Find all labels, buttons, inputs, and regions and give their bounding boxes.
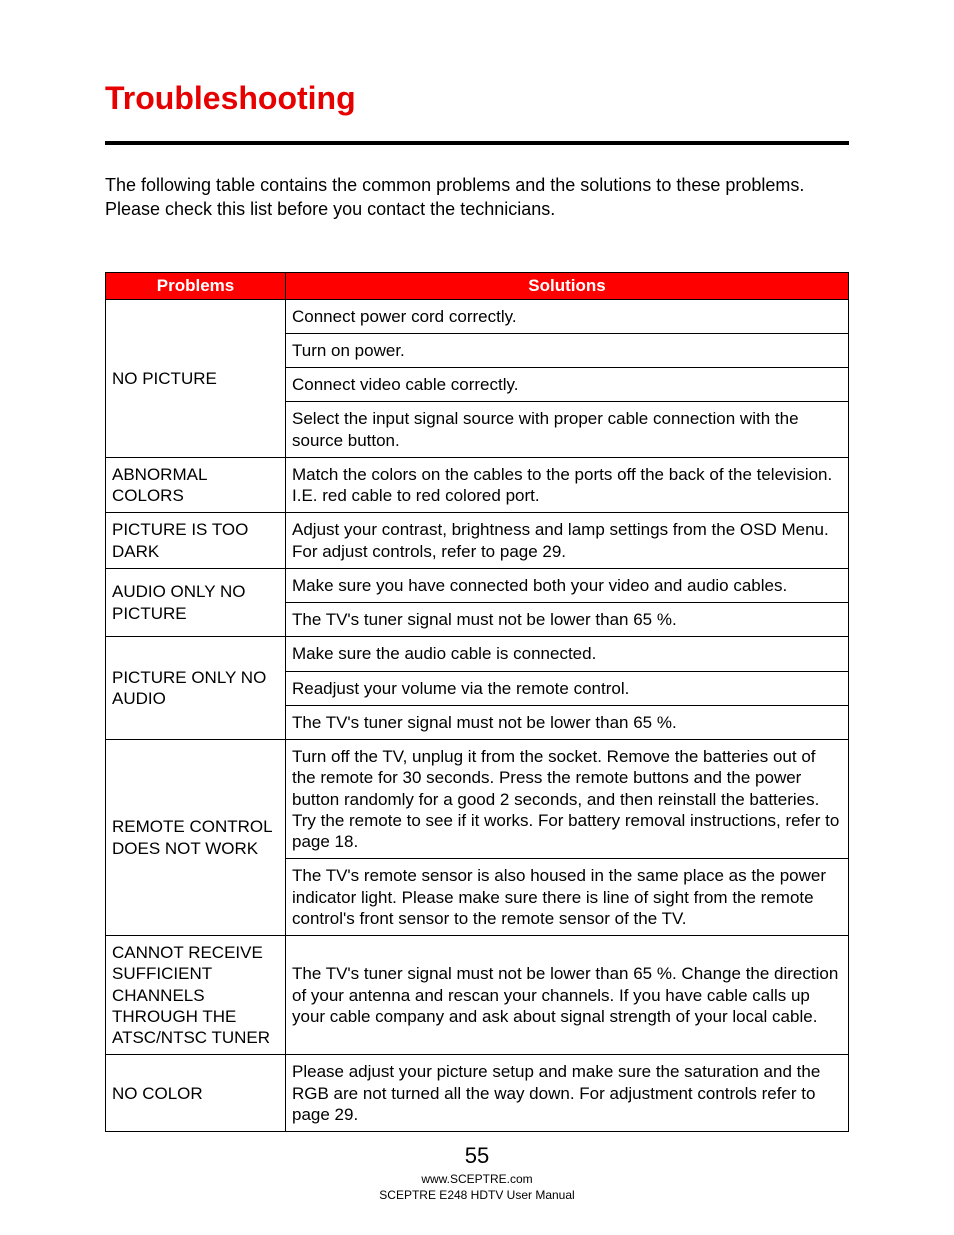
problem-cell: REMOTE CONTROL DOES NOT WORK — [106, 740, 286, 936]
intro-paragraph: The following table contains the common … — [105, 173, 849, 222]
solution-cell: Select the input signal source with prop… — [286, 402, 849, 458]
solution-cell: Make sure you have connected both your v… — [286, 568, 849, 602]
table-row: REMOTE CONTROL DOES NOT WORKTurn off the… — [106, 740, 849, 859]
table-row: ABNORMAL COLORSMatch the colors on the c… — [106, 457, 849, 513]
table-row: NO COLORPlease adjust your picture setup… — [106, 1055, 849, 1132]
solution-cell: Match the colors on the cables to the po… — [286, 457, 849, 513]
title-rule — [105, 141, 849, 145]
col-header-problems: Problems — [106, 272, 286, 299]
solution-cell: The TV's tuner signal must not be lower … — [286, 936, 849, 1055]
solution-cell: Turn off the TV, unplug it from the sock… — [286, 740, 849, 859]
footer-manual: SCEPTRE E248 HDTV User Manual — [0, 1187, 954, 1203]
problem-cell: PICTURE ONLY NO AUDIO — [106, 637, 286, 740]
solution-cell: Turn on power. — [286, 333, 849, 367]
solution-cell: The TV's tuner signal must not be lower … — [286, 603, 849, 637]
solution-cell: The TV's remote sensor is also housed in… — [286, 859, 849, 936]
solution-cell: The TV's tuner signal must not be lower … — [286, 705, 849, 739]
solution-cell: Please adjust your picture setup and mak… — [286, 1055, 849, 1132]
solution-cell: Connect power cord correctly. — [286, 299, 849, 333]
solution-cell: Connect video cable correctly. — [286, 368, 849, 402]
table-row: PICTURE IS TOO DARKAdjust your contrast,… — [106, 513, 849, 569]
problem-cell: PICTURE IS TOO DARK — [106, 513, 286, 569]
table-row: PICTURE ONLY NO AUDIOMake sure the audio… — [106, 637, 849, 671]
problem-cell: AUDIO ONLY NO PICTURE — [106, 568, 286, 637]
problem-cell: NO PICTURE — [106, 299, 286, 457]
table-body: NO PICTUREConnect power cord correctly.T… — [106, 299, 849, 1132]
problem-cell: CANNOT RECEIVE SUFFICIENT CHANNELS THROU… — [106, 936, 286, 1055]
solution-cell: Make sure the audio cable is connected. — [286, 637, 849, 671]
table-row: AUDIO ONLY NO PICTUREMake sure you have … — [106, 568, 849, 602]
page-footer: 55 www.SCEPTRE.com SCEPTRE E248 HDTV Use… — [0, 1143, 954, 1203]
problem-cell: ABNORMAL COLORS — [106, 457, 286, 513]
col-header-solutions: Solutions — [286, 272, 849, 299]
problem-cell: NO COLOR — [106, 1055, 286, 1132]
solution-cell: Readjust your volume via the remote cont… — [286, 671, 849, 705]
table-row: NO PICTUREConnect power cord correctly. — [106, 299, 849, 333]
section-title: Troubleshooting — [105, 80, 849, 117]
solution-cell: Adjust your contrast, brightness and lam… — [286, 513, 849, 569]
page-number: 55 — [0, 1143, 954, 1169]
footer-url: www.SCEPTRE.com — [0, 1171, 954, 1187]
table-header-row: Problems Solutions — [106, 272, 849, 299]
troubleshooting-table: Problems Solutions NO PICTUREConnect pow… — [105, 272, 849, 1133]
document-page: Troubleshooting The following table cont… — [0, 0, 954, 1235]
table-row: CANNOT RECEIVE SUFFICIENT CHANNELS THROU… — [106, 936, 849, 1055]
